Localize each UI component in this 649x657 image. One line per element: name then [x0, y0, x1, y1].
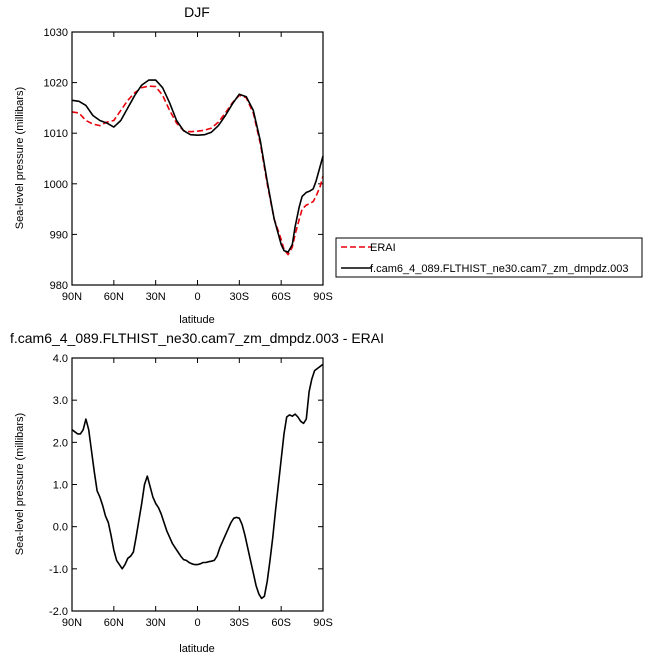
x-tick-label: 30S [230, 617, 250, 629]
x-tick-label: 90N [62, 617, 82, 629]
chart-title: DJF [184, 4, 210, 20]
series-line-difference [71, 363, 324, 600]
x-tick-label: 30S [230, 291, 250, 303]
top-chart-panel: DJF Sea-level pressure (millibars) latit… [14, 4, 333, 326]
y-tick-label: 990 [50, 229, 68, 241]
x-tick-label: 30N [146, 291, 166, 303]
y-tick-label: -2.0 [49, 606, 68, 618]
x-tick-label: 90S [313, 291, 333, 303]
x-tick-label: 60N [104, 291, 124, 303]
y-tick-label: 1030 [44, 27, 68, 39]
y-tick-label: 2.0 [53, 437, 68, 449]
y-tick-label: 1.0 [53, 480, 68, 492]
x-axis-label: latitude [179, 643, 214, 655]
tick-layer: -2.0 -1.0 0.0 1.0 2.0 3.0 4.0 90N 60N 30N 0 30S 60S 9… [49, 353, 333, 629]
y-tick-label: 1010 [44, 128, 68, 140]
tick-layer: 980 990 1000 1010 1020 1030 90N 60N 30N 0 30S 60S 90… [44, 27, 333, 303]
y-tick-label: 0.0 [53, 522, 68, 534]
y-tick-label: 1000 [44, 179, 68, 191]
plot-frame [71, 357, 324, 612]
series-line-f-cam6-4-089-flthist-ne30-cam7-zm-dmpdz-003 [71, 79, 324, 253]
x-tick-label: 60S [271, 617, 291, 629]
plot-frame [71, 31, 324, 286]
x-axis-label: latitude [179, 314, 214, 326]
series-layer [71, 363, 324, 600]
y-axis-label: Sea-level pressure (millibars) [14, 87, 26, 229]
series-layer [71, 79, 324, 256]
x-tick-label: 60S [271, 291, 291, 303]
y-tick-label: 1020 [44, 78, 68, 90]
series-line-erai [71, 85, 324, 256]
legend-label-model: f.cam6_4_089.FLTHIST_ne30.cam7_zm_dmpdz.… [370, 263, 628, 275]
y-tick-label: 980 [50, 280, 68, 292]
y-tick-label: 4.0 [53, 353, 68, 365]
y-tick-label: -1.0 [49, 564, 68, 576]
legend-box [335, 237, 643, 278]
x-tick-label: 30N [146, 617, 166, 629]
chart-title: f.cam6_4_089.FLTHIST_ne30.cam7_zm_dmpdz.… [10, 330, 384, 346]
x-tick-label: 90S [313, 617, 333, 629]
y-axis-label: Sea-level pressure (millibars) [14, 413, 26, 555]
x-tick-label: 90N [62, 291, 82, 303]
legend: ERAI f.cam6_4_089.FLTHIST_ne30.cam7_zm_d… [335, 237, 643, 278]
x-tick-label: 0 [194, 291, 200, 303]
x-tick-label: 0 [194, 617, 200, 629]
x-tick-label: 60N [104, 617, 124, 629]
y-tick-label: 3.0 [53, 395, 68, 407]
bottom-chart-panel: f.cam6_4_089.FLTHIST_ne30.cam7_zm_dmpdz.… [10, 330, 384, 655]
legend-label-erai: ERAI [370, 242, 396, 254]
